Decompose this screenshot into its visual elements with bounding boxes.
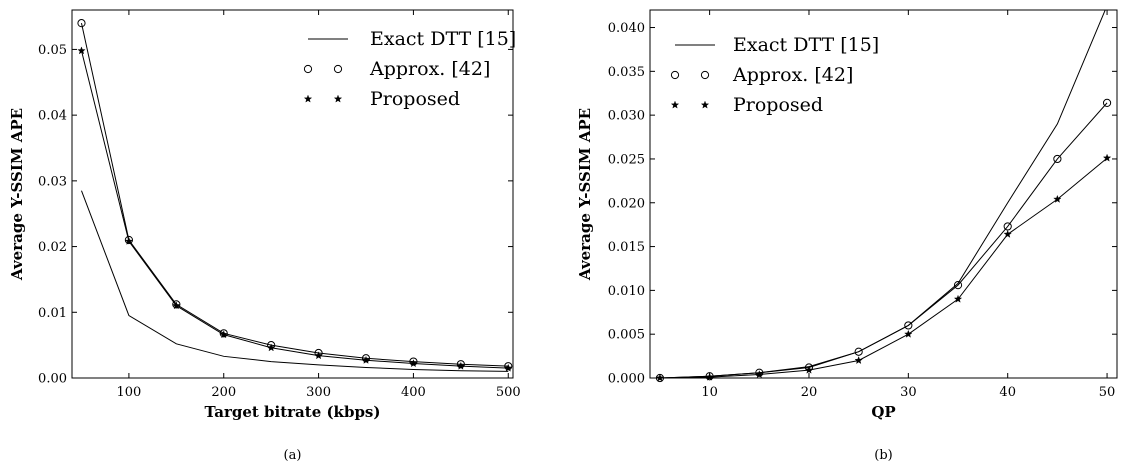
legend-marker <box>333 94 343 103</box>
data-point-proposed <box>804 365 814 374</box>
legend-label: Exact DTT [15] <box>733 34 879 56</box>
legend-marker <box>333 64 343 74</box>
data-point-proposed <box>755 370 764 379</box>
plot-frame <box>649 9 1118 379</box>
y-tick-label: 0.00 <box>38 372 67 387</box>
x-tick-label: 50 <box>1099 385 1116 400</box>
data-point-approx-42 <box>77 19 86 28</box>
data-point-approx-42 <box>755 368 764 377</box>
y-tick-label: 0.015 <box>608 240 645 255</box>
data-point-proposed <box>1053 194 1062 203</box>
legend-label: Proposed <box>370 88 460 110</box>
data-point-proposed <box>854 356 863 365</box>
x-tick-label: 10 <box>701 385 718 400</box>
y-tick-label: 0.020 <box>608 196 645 211</box>
subfigure-caption: (b) <box>874 448 892 463</box>
legend-marker <box>670 70 680 80</box>
legend-marker <box>670 100 680 109</box>
y-tick-label: 0.040 <box>608 21 645 36</box>
data-point-proposed <box>361 355 371 364</box>
data-point-approx-42 <box>1102 98 1112 107</box>
data-point-proposed <box>953 294 963 303</box>
legend-label: Proposed <box>733 94 823 116</box>
series-line-exact-dtt-15 <box>81 190 509 372</box>
series-line-proposed <box>80 50 509 369</box>
chart-b: 10 20 30 40 50 0.000 0.005 0.010 0.015 0.020 0.025… <box>576 9 1118 463</box>
y-tick-label: 0.030 <box>608 109 645 124</box>
data-point-proposed <box>219 330 228 339</box>
y-tick-label: 0.005 <box>608 328 645 343</box>
legend-label: Exact DTT [15] <box>370 28 516 50</box>
x-tick-label: 30 <box>900 385 917 400</box>
data-point-proposed <box>904 329 913 338</box>
legend-marker <box>303 94 313 103</box>
legend-label: Approx. [42] <box>369 58 490 80</box>
data-point-proposed <box>655 373 665 382</box>
legend-marker <box>700 70 710 80</box>
y-axis-label: Average Y-SSIM APE <box>576 108 594 281</box>
data-point-approx-42 <box>854 347 863 356</box>
x-tick-label: 20 <box>801 385 818 400</box>
x-axis-label: Target bitrate (kbps) <box>205 403 381 421</box>
y-tick-label: 0.01 <box>38 306 67 321</box>
x-tick-label: 200 <box>211 385 236 400</box>
series-line-proposed <box>659 157 1108 378</box>
legend-marker <box>700 100 710 109</box>
data-point-proposed <box>456 361 465 370</box>
subfigure-caption: (a) <box>284 448 302 463</box>
data-point-proposed <box>124 236 134 245</box>
legend-marker <box>303 64 313 74</box>
data-point-approx-42 <box>953 281 963 290</box>
y-tick-label: 0.05 <box>38 43 67 58</box>
data-point-approx-42 <box>705 372 714 381</box>
x-tick-label: 40 <box>999 385 1016 400</box>
data-point-approx-42 <box>904 321 913 330</box>
legend: Exact DTT [15] Approx. [42] Proposed <box>303 28 516 110</box>
series-line-approx-42 <box>659 102 1108 378</box>
x-tick-label: 400 <box>401 385 426 400</box>
series-line-approx-42 <box>80 23 509 367</box>
y-axis-label: Average Y-SSIM APE <box>8 108 26 281</box>
y-tick-label: 0.02 <box>38 240 67 255</box>
x-tick-label: 100 <box>116 385 141 400</box>
y-tick-label: 0.010 <box>608 284 645 299</box>
data-point-proposed <box>1003 229 1012 238</box>
y-tick-label: 0.03 <box>38 174 67 189</box>
series-line-exact-dtt-15 <box>659 10 1106 378</box>
data-point-approx-42 <box>1053 154 1062 164</box>
data-point-proposed <box>705 372 714 381</box>
y-tick-label: 0.000 <box>608 372 645 387</box>
plot-frame <box>71 9 514 379</box>
x-tick-label: 500 <box>496 385 521 400</box>
data-point-proposed <box>77 46 86 55</box>
legend-label: Approx. [42] <box>732 64 853 86</box>
chart-a: 100 200 300 400 500 0.00 0.01 0.02 0.03 0.04 0.05 T… <box>8 9 521 463</box>
data-point-proposed <box>409 359 418 368</box>
y-tick-label: 0.035 <box>608 65 645 80</box>
data-point-proposed <box>504 363 513 372</box>
x-axis-label: QP <box>871 403 895 421</box>
data-point-proposed <box>314 351 323 360</box>
y-tick-label: 0.025 <box>608 152 645 167</box>
data-point-proposed <box>1102 153 1112 162</box>
legend: Exact DTT [15] Approx. [42] Proposed <box>670 34 879 116</box>
x-tick-label: 300 <box>306 385 331 400</box>
y-tick-label: 0.04 <box>38 109 67 124</box>
data-point-proposed <box>267 343 276 352</box>
data-point-proposed <box>172 301 181 310</box>
